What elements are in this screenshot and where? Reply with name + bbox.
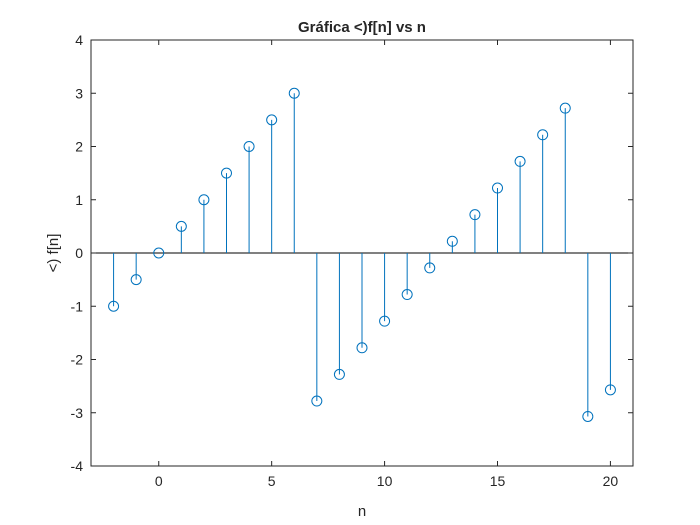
y-tick-label: 3 [75,85,83,101]
stem-marker [356,342,368,354]
stem-marker [582,410,594,422]
stem-marker [604,384,616,396]
stem-marker [446,235,458,247]
stem-marker [424,262,436,274]
stem-marker [311,395,323,407]
stem-marker [379,315,391,327]
stem-marker [514,155,526,167]
stem-marker [537,129,549,141]
y-tick-label: -4 [71,458,84,474]
stem-marker [492,182,503,194]
stem-marker [401,289,413,301]
stem-marker [288,87,300,99]
markers-layer [108,87,616,422]
y-tick-label: 0 [75,245,83,261]
stem-marker [266,114,278,126]
stem-marker [130,274,142,286]
x-tick-label: 5 [268,473,276,489]
y-tick-label: -2 [71,352,84,368]
y-axis-label: <) f[n] [45,234,62,273]
x-tick-label: 0 [155,473,163,489]
stem-marker [108,300,120,312]
stems-layer [113,93,611,417]
x-axis-label: n [358,503,366,520]
stem-marker [333,368,345,380]
chart-title: Gráfica <)f[n] vs n [298,19,426,36]
y-tick-label: 4 [75,32,83,48]
y-tick-label: -1 [71,298,84,314]
ticks-layer: 0 5 10 15 20 -4 -3 -2 -1 0 1 2 3 4 [71,32,633,489]
stem-marker [175,220,187,232]
y-tick-label: 1 [75,192,83,208]
x-tick-label: 15 [490,473,506,489]
stem-marker [469,209,481,221]
stem-marker [153,247,165,259]
plot-box [90,39,634,467]
y-tick-label: -3 [71,405,84,421]
x-tick-label: 20 [603,473,619,489]
stem-marker [243,141,255,152]
stem-marker [559,102,571,114]
y-tick-label: 2 [75,139,83,155]
x-tick-label: 10 [377,473,393,489]
stem-marker [221,167,232,179]
stem-marker [198,194,210,206]
